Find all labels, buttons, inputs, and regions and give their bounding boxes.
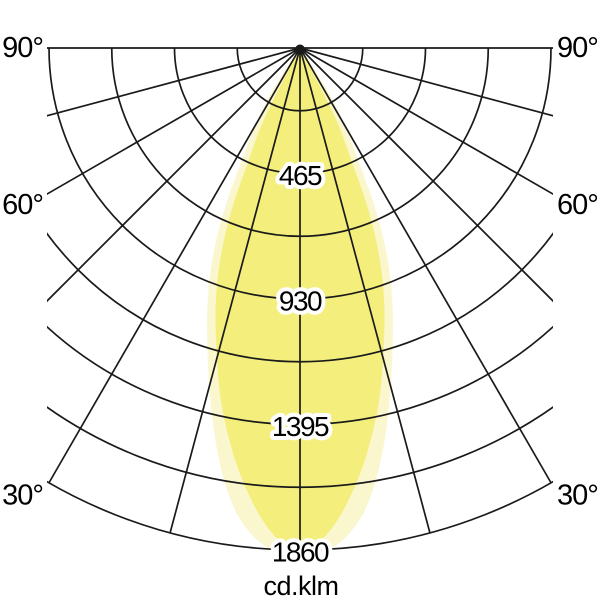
grid-ray xyxy=(299,47,552,484)
angle-label-right-30: 30° xyxy=(557,480,598,512)
radial-tick-label: 1395 xyxy=(272,411,329,442)
radial-tick-label: 1860 xyxy=(272,537,329,568)
angle-label-left-30: 30° xyxy=(2,480,43,512)
radial-tick-label: 465 xyxy=(279,160,322,191)
radial-tick-label: 930 xyxy=(279,286,322,317)
angle-label-left-60: 60° xyxy=(2,189,43,221)
grid-ray xyxy=(169,47,301,534)
grid-ray xyxy=(299,47,553,196)
grid-ray xyxy=(47,47,301,117)
radial-tick-labels: 465 930 1395 1860 xyxy=(268,156,335,572)
unit-label: cd.klm xyxy=(263,571,338,600)
angle-label-right-90: 90° xyxy=(557,32,598,64)
angle-labels: 90° 90° 60° 60° 30° 30° xyxy=(2,32,599,512)
grid-ray xyxy=(47,47,301,303)
grid-ray xyxy=(299,47,553,303)
polar-grid xyxy=(47,47,553,551)
grid-ray xyxy=(299,47,553,117)
lamp-origin-dot xyxy=(295,44,305,55)
angle-label-left-90: 90° xyxy=(2,32,43,64)
angle-label-right-60: 60° xyxy=(557,189,598,221)
grid-ray xyxy=(48,47,301,484)
grid-ray xyxy=(47,47,301,196)
grid-ray xyxy=(299,47,431,534)
